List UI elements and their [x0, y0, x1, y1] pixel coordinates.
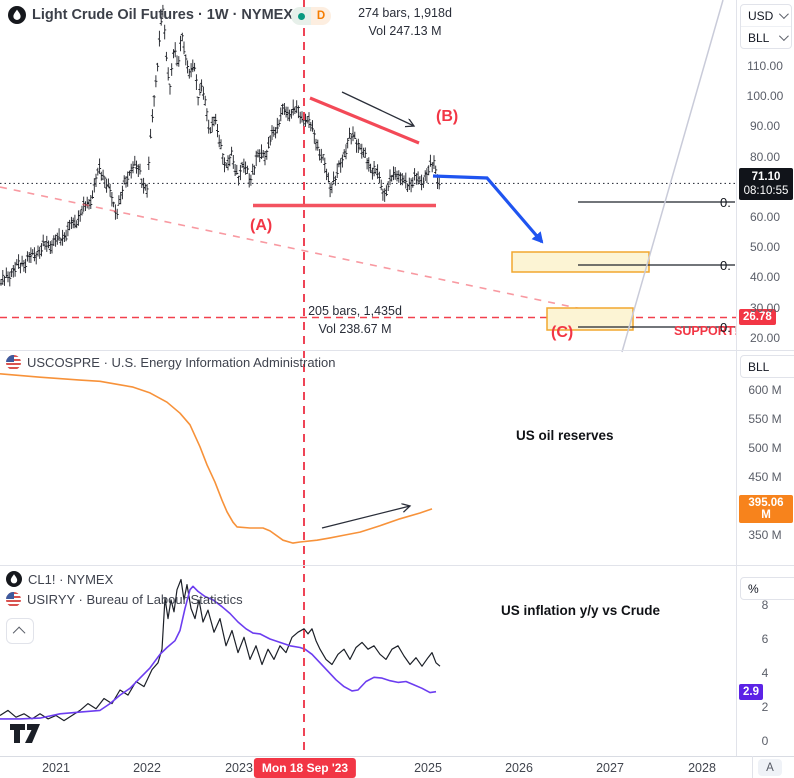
market-status-dot: [291, 7, 311, 25]
axis-tick-label: 90.00: [749, 119, 781, 134]
wave-label-b: (B): [436, 108, 459, 125]
axis-tick-label: 30.00: [749, 300, 781, 315]
percent-unit-label: %: [748, 581, 759, 596]
axis-tick-label: 0: [761, 734, 769, 748]
drawing-line[interactable]: [0, 186, 626, 319]
axis-tick-label: 110.00: [747, 59, 783, 73]
time-axis-year-label: 2025: [414, 761, 442, 775]
ray-price-label-1: 0.: [720, 195, 731, 210]
axis-unit-selector: USD BLL: [740, 4, 792, 49]
axis-tick-label: 50.00: [749, 240, 781, 255]
currency-label: USD: [748, 8, 774, 23]
axis-tick-label: 80.00: [749, 149, 781, 164]
drawing-box[interactable]: [546, 307, 634, 331]
ray-price-label-2: 0.: [720, 258, 731, 273]
crude-symbol-header[interactable]: CL1! · NYMEX: [6, 571, 113, 587]
axis-tick-label: 450 M: [748, 470, 782, 484]
percent-unit-box[interactable]: %: [740, 577, 794, 600]
main-symbol-title: Light Crude Oil Futures · 1W · NYMEX: [32, 7, 293, 23]
time-axis-year-label: 2022: [133, 761, 161, 775]
crude-symbol-title: CL1! · NYMEX: [28, 571, 114, 587]
time-axis-year-label: 2023: [225, 761, 253, 775]
chart-canvas: [0, 0, 736, 755]
drawing-box[interactable]: [511, 251, 650, 273]
axis-tick-label: 60.00: [749, 210, 781, 224]
drawing-arrow[interactable]: [341, 91, 414, 126]
interval-badge: D: [311, 7, 331, 25]
reserves-unit-box[interactable]: BLL: [740, 355, 794, 378]
wave-label-c: (C): [551, 324, 574, 341]
countdown-timer: 08:10:55: [743, 184, 789, 197]
us-flag-icon-2: [6, 592, 21, 607]
support-label: SUPPORT!: [674, 324, 739, 338]
currency-selector[interactable]: USD: [741, 5, 791, 27]
axis-tick-label: 100.00: [746, 89, 784, 104]
inflation-annotation: US inflation y/y vs Crude: [501, 603, 661, 618]
oil-symbol-icon-small: [6, 571, 22, 587]
pane-separator-1[interactable]: [0, 350, 794, 351]
chevron-up-icon: [12, 626, 25, 639]
volume-top: Vol 247.13 M: [368, 24, 442, 38]
drawing-arrowpoly[interactable]: [432, 174, 544, 244]
reserves-symbol-title: USCOSPRE · U.S. Energy Information Admin…: [27, 355, 336, 370]
date-badge: Mon 18 Sep '23: [253, 758, 357, 778]
axis-tick-label: 550 M: [748, 412, 782, 426]
axis-tick-label: 500 M: [748, 441, 782, 455]
axis-tick-label: 350 M: [748, 528, 782, 542]
reserves-unit-label: BLL: [748, 359, 770, 374]
auto-scale-button[interactable]: A: [758, 759, 782, 776]
axis-tick-label: 20.00: [749, 330, 781, 345]
support-price-badge: 26.78: [739, 309, 776, 326]
time-axis-year-label: 2021: [42, 761, 70, 775]
reserves-value-badge: 395.06 M: [739, 494, 793, 523]
ray-price-label-3: 0.: [720, 320, 731, 335]
chevron-down-icon: [778, 31, 789, 42]
bars-range-stats-bottom: 205 bars, 1,435d Vol 238.67 M: [280, 302, 430, 338]
wave-label-a: (A): [250, 217, 273, 234]
bars-count-bottom: 205 bars, 1,435d: [308, 304, 402, 318]
oil-symbol-icon: [8, 6, 26, 24]
time-axis[interactable]: Mon 18 Sep '23 A 2021 2022 2023 2025 2026 202…: [0, 756, 794, 778]
last-price-value: 71.10: [751, 170, 781, 183]
drawing-arrow[interactable]: [321, 506, 410, 529]
chevron-down-icon: [778, 9, 789, 20]
axis-tick-label: 40.00: [749, 270, 781, 285]
main-symbol-header[interactable]: Light Crude Oil Futures · 1W · NYMEX: [8, 6, 293, 24]
tradingview-logo[interactable]: [9, 722, 43, 751]
reserves-annotation: US oil reserves: [516, 428, 614, 443]
time-axis-year-label: 2026: [505, 761, 533, 775]
axis-tick-label: 600 M: [748, 383, 782, 397]
interval-status-pill[interactable]: D: [291, 7, 331, 25]
axis-tick-label: 2: [761, 700, 769, 714]
pane-collapse-button[interactable]: [6, 618, 34, 644]
bars-count-top: 274 bars, 1,918d: [358, 6, 452, 20]
time-axis-divider: [752, 756, 753, 778]
pane-separator-2[interactable]: [0, 565, 794, 566]
drawing-line[interactable]: [309, 96, 420, 145]
axis-tick-label: 4: [761, 666, 769, 680]
volume-bottom: Vol 238.67 M: [318, 322, 392, 336]
inflation-symbol-title: USIRYY · Bureau of Labour Statistics: [27, 592, 243, 607]
reserves-symbol-header[interactable]: USCOSPRE · U.S. Energy Information Admin…: [6, 355, 336, 370]
axis-tick-label: 6: [761, 632, 769, 646]
last-price-badge: 71.10 08:10:55: [739, 167, 793, 200]
inflation-value-badge: 2.9: [739, 683, 763, 700]
axis-tick-label: 8: [761, 598, 769, 612]
price-axis[interactable]: USD BLL BLL % 71.10 08:10:55 26.78 395.0…: [736, 0, 794, 756]
us-flag-icon: [6, 355, 21, 370]
time-axis-year-label: 2028: [688, 761, 716, 775]
inflation-symbol-header[interactable]: USIRYY · Bureau of Labour Statistics: [6, 592, 243, 607]
unit-selector[interactable]: BLL: [741, 27, 791, 48]
drawing-line[interactable]: [621, 0, 724, 353]
unit-label: BLL: [748, 30, 770, 45]
time-axis-year-label: 2027: [596, 761, 624, 775]
bars-range-stats-top: 274 bars, 1,918d Vol 247.13 M: [330, 4, 480, 40]
